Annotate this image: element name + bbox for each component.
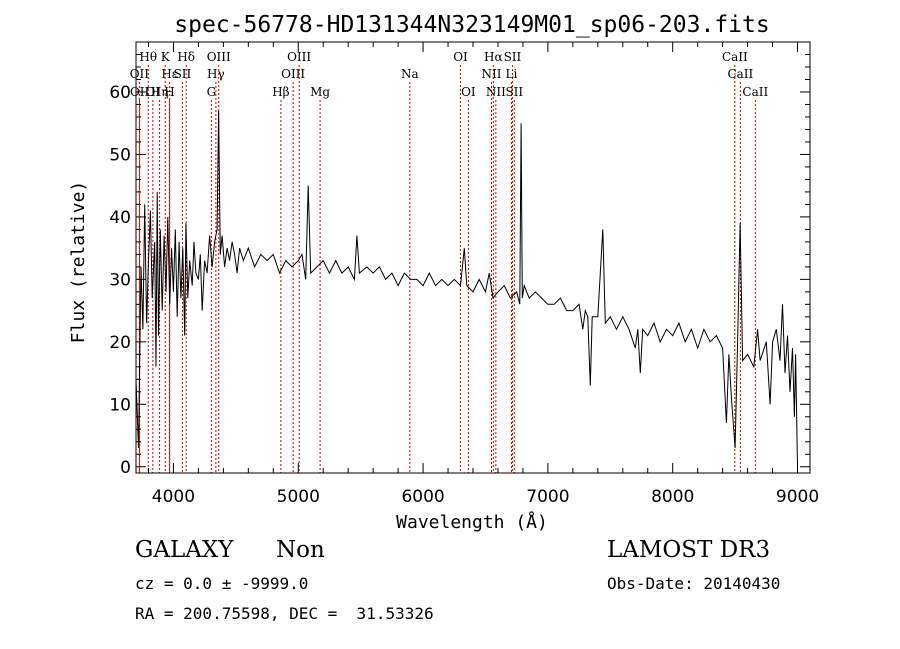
marker-label: SII: [504, 50, 522, 64]
marker-label: OIII: [287, 50, 311, 64]
x-tick-label: 9000: [776, 487, 819, 507]
marker-label: Hη: [151, 85, 169, 99]
y-axis-label: Flux (relative): [68, 181, 89, 344]
object-subclass: Non: [276, 537, 325, 563]
y-tick-label: 60: [109, 83, 131, 103]
marker-label: Mg: [310, 85, 330, 99]
y-tick-label: 20: [109, 333, 131, 353]
marker-label: NII: [481, 67, 501, 81]
chart-title: spec-56778-HD131344N323149M01_sp06-203.f…: [174, 12, 769, 38]
marker-label: CaII: [742, 85, 768, 99]
x-tick-label: 5000: [277, 487, 320, 507]
y-tick-label: 0: [120, 458, 131, 478]
plot-frame: [135, 41, 811, 474]
marker-label: G: [207, 85, 217, 99]
x-axis-label: Wavelength (Å): [396, 511, 548, 533]
x-tick-label: 6000: [401, 487, 444, 507]
x-tick-label: 4000: [152, 487, 195, 507]
marker-label: Hθ: [139, 50, 157, 64]
marker-label: OIII: [207, 50, 231, 64]
plot-axes: 4000 5000 6000 7000 8000 9000 0 10 20 30 40 50 60: [109, 41, 819, 507]
x-tick-label: 8000: [651, 487, 694, 507]
marker-label: OIII: [281, 67, 305, 81]
object-class: GALAXY: [135, 537, 234, 563]
y-tick-label: 10: [109, 395, 131, 415]
marker-label: Hδ: [177, 50, 195, 64]
line-markers: OIIOIIHθOIHηHεKHSIIHδGHγOIIIHβOIIIOIIIMg…: [130, 50, 768, 473]
marker-label: CaII: [727, 67, 753, 81]
marker-label: CaII: [722, 50, 748, 64]
marker-label: SII: [505, 85, 523, 99]
flux-line: [135, 110, 798, 467]
observation-date: Obs-Date: 20140430: [607, 574, 781, 593]
marker-label: OI: [146, 85, 161, 99]
marker-label: SII: [174, 67, 192, 81]
x-tick-label: 7000: [526, 487, 569, 507]
y-tick-label: 40: [109, 208, 131, 228]
redshift-cz: cz = 0.0 ± -9999.0: [135, 574, 309, 593]
marker-label: Hβ: [272, 85, 289, 99]
marker-label: OI: [461, 85, 476, 99]
marker-label: K: [161, 50, 171, 64]
y-tick-label: 30: [109, 270, 131, 290]
marker-label: H: [164, 85, 174, 99]
flux-series: [135, 110, 798, 467]
marker-label: Li: [506, 67, 518, 81]
marker-label: Hγ: [207, 67, 225, 81]
marker-label: OI: [453, 50, 468, 64]
marker-label: Hα: [484, 50, 503, 64]
marker-label: OII: [130, 67, 150, 81]
survey-name: LAMOST DR3: [607, 537, 771, 563]
marker-label: NII: [486, 85, 506, 99]
marker-label: Na: [401, 67, 419, 81]
y-tick-label: 50: [109, 145, 131, 165]
coordinates: RA = 200.75598, DEC = 31.53326: [135, 604, 434, 623]
